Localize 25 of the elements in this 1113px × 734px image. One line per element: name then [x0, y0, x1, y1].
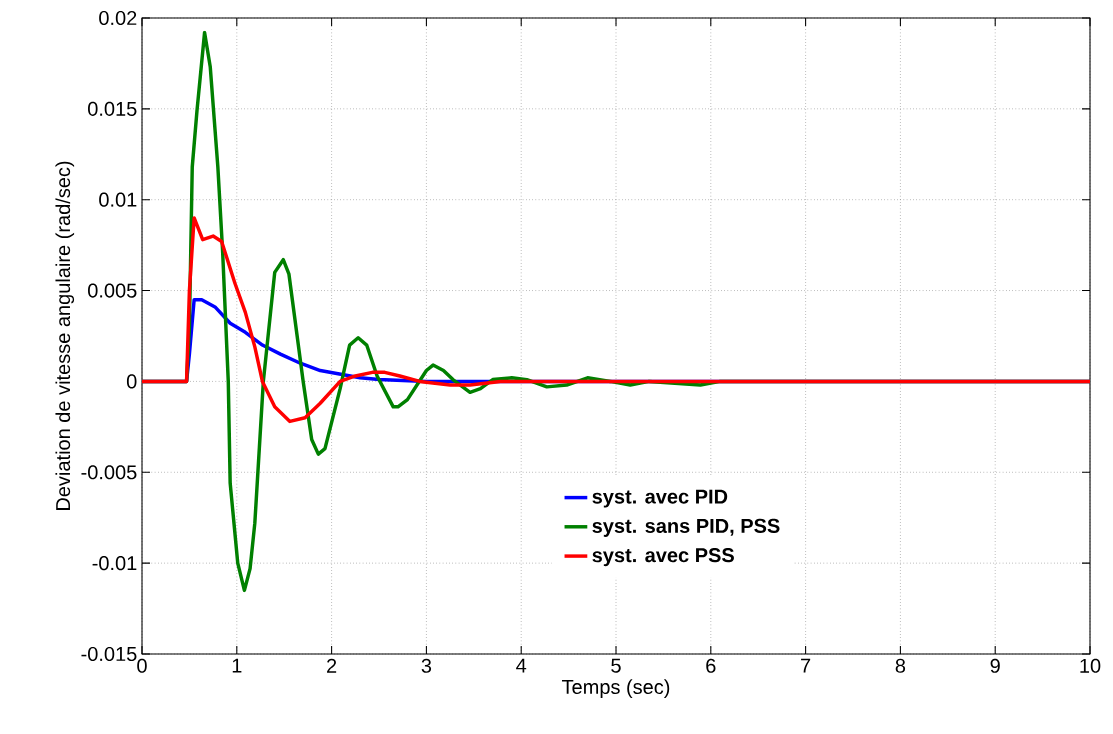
x-tick-label: 3: [421, 658, 432, 673]
x-tick-label: 4: [516, 658, 527, 673]
y-axis-title: Deviation de vitesse angulaire (rad/sec): [55, 161, 75, 510]
x-tick-label: 0: [137, 658, 147, 673]
x-tick-label: 8: [895, 658, 906, 673]
x-tick-label: 10: [1080, 658, 1101, 673]
line-series: [142, 216, 1091, 424]
x-tick-label: 9: [990, 658, 1000, 673]
x-axis-title: Temps (sec): [561, 679, 670, 698]
y-tick-label: -0.015: [81, 646, 137, 662]
y-tick-label: 0: [126, 374, 137, 389]
y-tick-label: -0.01: [92, 556, 137, 571]
y-tick-label: 0.015: [88, 101, 137, 116]
x-tick-label: 5: [611, 658, 621, 673]
y-tick-label: 0.02: [99, 10, 137, 26]
x-tick-label: 2: [327, 658, 337, 673]
y-tick-label: -0.005: [81, 465, 137, 480]
legend-label: syst. avec PSS: [592, 548, 734, 567]
x-tick-label: 7: [801, 658, 811, 673]
y-tick-label: 0.01: [99, 192, 137, 207]
legend-label: syst. sans PID, PSS: [592, 518, 780, 537]
x-tick-label: 6: [706, 658, 716, 673]
y-tick-label: 0.005: [88, 283, 137, 298]
legend-label: syst. avec PID: [592, 489, 728, 508]
x-tick-label: 1: [232, 658, 242, 673]
